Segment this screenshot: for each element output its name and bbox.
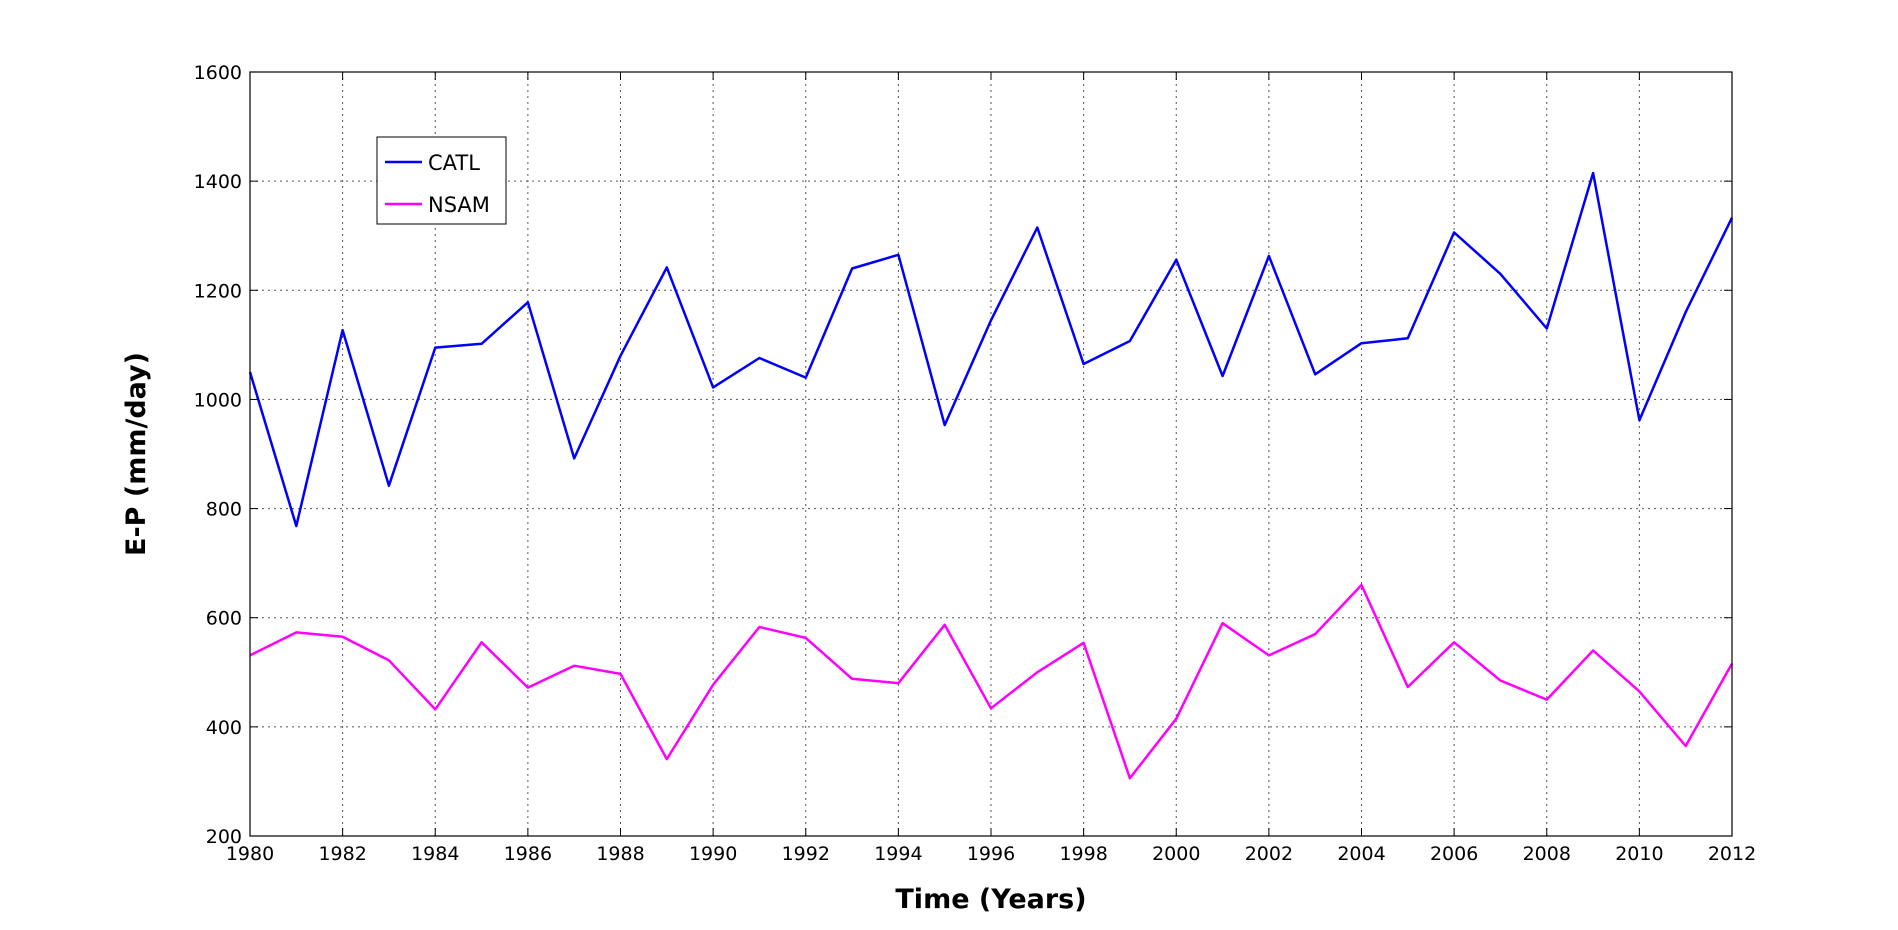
y-tick-label: 400: [206, 717, 242, 739]
x-tick-label: 1986: [504, 843, 552, 865]
y-tick-label: 1600: [194, 62, 242, 84]
x-tick-label: 2002: [1245, 843, 1293, 865]
legend-box: [376, 136, 507, 225]
legend-label-nsam: NSAM: [428, 193, 490, 217]
x-tick-label: 2004: [1337, 843, 1385, 865]
x-tick-label: 1992: [782, 843, 830, 865]
x-tick-label: 1984: [411, 843, 459, 865]
y-tick-label: 200: [206, 826, 242, 848]
x-tick-label: 1990: [689, 843, 737, 865]
y-tick-label: 1400: [194, 171, 242, 193]
y-axis-label: E-P (mm/day): [121, 352, 152, 556]
y-tick-label: 600: [206, 608, 242, 630]
x-tick-label: 2006: [1430, 843, 1478, 865]
x-tick-label: 1996: [967, 843, 1015, 865]
x-tick-label: 1998: [1059, 843, 1107, 865]
series-line-catl: [248, 171, 1734, 528]
x-tick-label: 2008: [1523, 843, 1571, 865]
x-tick-label: 1980: [226, 843, 274, 865]
x-tick-label: 1994: [874, 843, 922, 865]
y-tick-label: 1200: [194, 280, 242, 302]
y-tick-label: 1000: [194, 389, 242, 411]
x-tick-label: 1982: [318, 843, 366, 865]
axis-ticks: [249, 71, 1733, 837]
x-tick-label: 1988: [596, 843, 644, 865]
series-lines: [248, 171, 1734, 780]
series-line-nsam: [249, 583, 1734, 780]
x-tick-label: 2000: [1152, 843, 1200, 865]
x-tick-label: 2010: [1615, 843, 1663, 865]
y-tick-label: 800: [206, 499, 242, 521]
legend-label-catl: CATL: [428, 151, 480, 175]
tick-labels: 1980 1982 1984 1986 1988 1990 1992 1994 1996 1998…: [194, 62, 1757, 865]
x-axis-label: Time (Years): [895, 884, 1086, 915]
legend: CATL NSAM: [376, 136, 507, 225]
x-tick-label: 2012: [1708, 843, 1756, 865]
